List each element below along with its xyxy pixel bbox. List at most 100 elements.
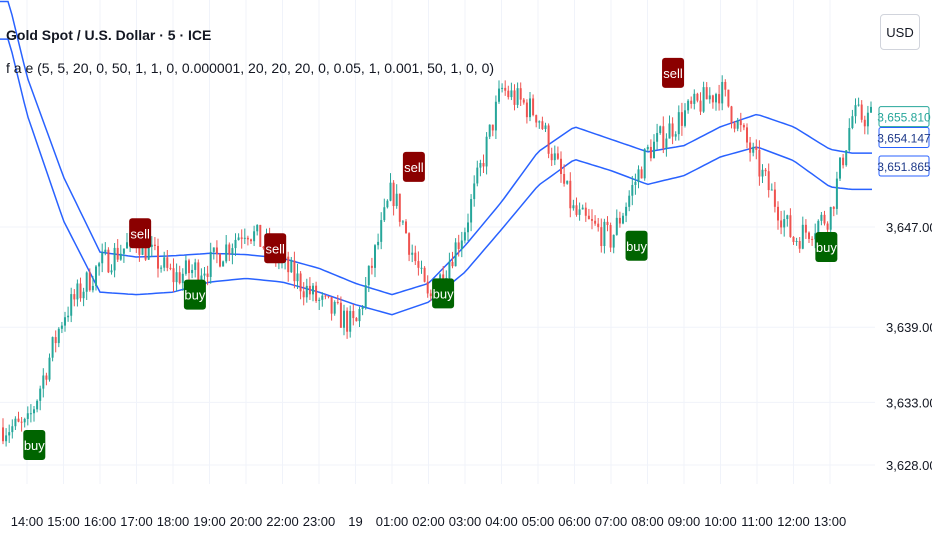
candle-body — [764, 169, 767, 172]
candle-body — [104, 249, 107, 253]
buy-signal-box — [432, 278, 455, 309]
candle-body — [587, 215, 590, 220]
candle-body — [349, 311, 352, 332]
candle-body — [823, 214, 826, 224]
candle-body — [398, 193, 401, 222]
time-tick-label: 19:00 — [193, 514, 226, 529]
candle-body — [122, 248, 125, 254]
candle-body — [674, 134, 677, 137]
candle-body — [250, 239, 252, 242]
time-tick-label: 04:00 — [485, 514, 518, 529]
candle-body — [777, 206, 779, 221]
candle-body — [457, 242, 460, 249]
candle-body — [742, 125, 745, 128]
candle-body — [101, 252, 104, 264]
candle-body — [138, 247, 141, 255]
time-axis[interactable]: 14:00 15:00 16:00 17:00 18:00 19:00 20:00 22:00… — [11, 514, 847, 529]
candle-body — [380, 220, 383, 242]
candle-body — [392, 182, 395, 207]
price-tick-label: 3,639.000 — [886, 320, 932, 335]
currency-button[interactable]: USD — [880, 14, 920, 50]
candle-body — [367, 265, 370, 286]
candle-body — [804, 224, 807, 233]
candle-body — [516, 88, 519, 105]
candle-body — [860, 104, 863, 120]
candle-body — [653, 141, 655, 159]
candle-body — [795, 240, 798, 242]
candle-body — [231, 248, 234, 255]
sell-signal: sell — [129, 218, 152, 249]
symbol-title[interactable]: Gold Spot / U.S. Dollar · 5 · ICE — [6, 27, 212, 43]
candle-body — [91, 285, 94, 291]
candles — [2, 75, 872, 447]
candle-body — [848, 127, 851, 151]
candle-body — [296, 273, 299, 282]
candle-body — [181, 273, 184, 284]
candle-body — [485, 136, 488, 167]
time-tick-label: 23:00 — [303, 514, 336, 529]
candle-body — [73, 294, 76, 300]
candle-body — [519, 88, 522, 100]
price-label: 3,655.810 — [877, 106, 931, 128]
time-tick-label: 11:00 — [741, 514, 773, 529]
candle-body — [160, 267, 163, 269]
candle-body — [383, 207, 386, 221]
candle-body — [529, 98, 531, 118]
sell-signal: sell — [264, 233, 287, 264]
candle-body — [293, 260, 296, 282]
candle-body — [544, 125, 547, 129]
price-axis[interactable]: 3,647.000 3,639.000 3,633.000 3,628.000 — [886, 220, 932, 473]
candle-body — [693, 93, 696, 104]
candle-body — [209, 251, 212, 277]
candle-body — [116, 247, 119, 260]
candle-body — [659, 126, 662, 134]
candle-body — [569, 180, 572, 209]
candle-body — [246, 237, 249, 240]
candle-body — [575, 205, 578, 215]
candle-body — [64, 317, 66, 326]
candle-body — [591, 219, 593, 221]
candle-body — [228, 244, 231, 255]
candle-body — [814, 233, 817, 240]
time-tick-label: 20:00 — [230, 514, 263, 529]
signal-markers: sell sell sell sell buy buy buy buy buy — [23, 57, 838, 460]
candle-body — [126, 242, 128, 249]
sell-signal-label: sell — [130, 226, 150, 241]
candle-body — [513, 90, 516, 105]
candle-body — [482, 163, 485, 167]
candle-body — [352, 311, 355, 319]
sell-signal-box — [264, 233, 287, 264]
candle-body — [758, 149, 761, 177]
candle-body — [770, 189, 773, 191]
candle-body — [405, 221, 407, 234]
upper-band-line — [0, 0, 872, 296]
candle-body — [110, 270, 113, 273]
candle-body — [206, 273, 209, 277]
candle-body — [826, 223, 829, 230]
candle-body — [225, 244, 228, 262]
candle-body — [578, 209, 581, 215]
candle-body — [507, 90, 510, 98]
candle-body — [572, 205, 575, 209]
candle-body — [656, 133, 659, 142]
buy-signal-label: buy — [24, 438, 45, 453]
candle-body — [665, 138, 668, 149]
candle-body — [829, 207, 832, 230]
candle-body — [808, 232, 810, 239]
candle-body — [11, 426, 14, 433]
candle-body — [150, 244, 153, 247]
candle-body — [191, 269, 194, 274]
candle-body — [243, 237, 246, 239]
indicator-legend[interactable]: f a e (5, 5, 20, 0, 50, 1, 1, 0, 0.00000… — [6, 60, 495, 76]
buy-signal-label: buy — [433, 286, 454, 301]
price-labels: 3,655.810 3,654.147 3,651.865 — [877, 106, 931, 177]
candle-body — [696, 93, 699, 101]
candle-body — [733, 123, 736, 129]
sell-signal: sell — [662, 57, 685, 88]
candle-body — [662, 126, 665, 149]
time-tick-label: 09:00 — [668, 514, 701, 529]
candle-body — [76, 283, 79, 300]
candle-body — [581, 207, 584, 210]
candle-body — [253, 231, 256, 242]
